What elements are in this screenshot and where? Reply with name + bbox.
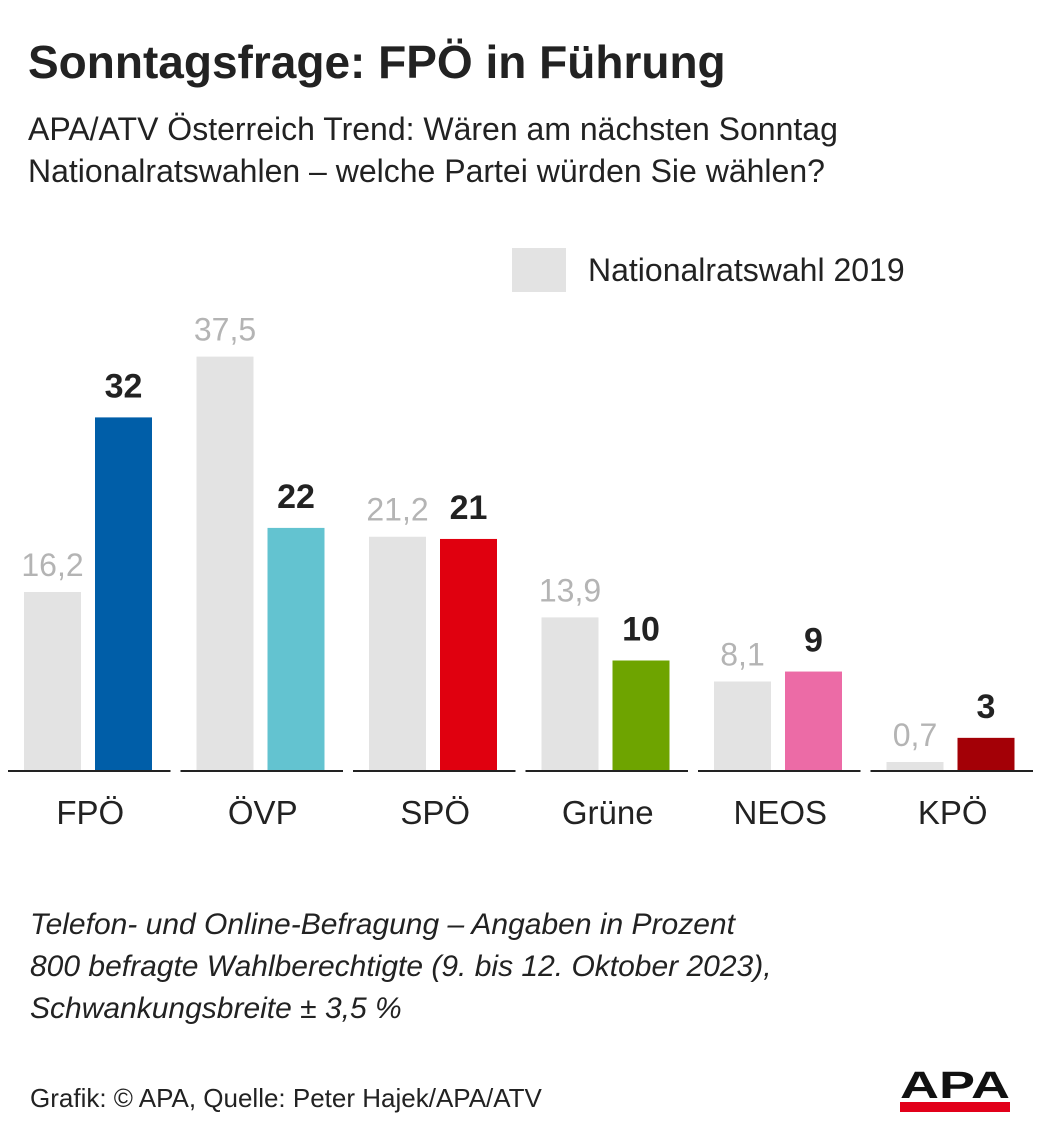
source-credit: Grafik: © APA, Quelle: Peter Hajek/APA/A… [30, 1083, 542, 1113]
chart-title: Sonntagsfrage: FPÖ in Führung [28, 36, 726, 88]
bar-current-kpo [957, 737, 1015, 771]
chart-legend: Nationalratswahl 2019 [512, 248, 905, 292]
category-label-spo: SPÖ [400, 794, 470, 831]
value-label-current-kpo: 3 [977, 688, 996, 726]
value-label-2019-fpo: 16,2 [21, 547, 83, 583]
category-label-kpo: KPÖ [918, 794, 988, 831]
value-label-current-spo: 21 [450, 489, 488, 527]
bar-current-grune [612, 660, 670, 771]
value-label-2019-grune: 13,9 [539, 572, 601, 608]
value-label-2019-spo: 21,2 [366, 492, 428, 528]
bar-current-spo [440, 538, 497, 771]
bar-2019-neos [714, 681, 771, 771]
value-label-2019-neos: 8,1 [720, 636, 764, 672]
category-label-grune: Grüne [562, 794, 654, 831]
legend-swatch-2019 [512, 248, 566, 292]
bar-2019-grune [541, 617, 599, 771]
value-label-2019-ovp: 37,5 [194, 312, 256, 348]
note-line-2: 800 befragte Wahlberechtigte (9. bis 12.… [30, 950, 772, 983]
value-label-current-neos: 9 [804, 622, 823, 660]
category-label-neos: NEOS [733, 794, 827, 831]
value-label-current-ovp: 22 [277, 478, 315, 516]
bar-current-ovp [267, 527, 325, 771]
subtitle-line-1: APA/ATV Österreich Trend: Wären am nächs… [28, 111, 838, 147]
chart-subtitle: APA/ATV Österreich Trend: Wären am nächs… [28, 108, 838, 192]
bar-2019-kpo [886, 762, 944, 771]
category-label-fpo: FPÖ [56, 794, 124, 831]
value-label-current-fpo: 32 [105, 367, 143, 405]
note-line-3: Schwankungsbreite ± 3,5 % [30, 992, 402, 1025]
bar-2019-spo [369, 536, 426, 771]
bar-current-fpo [95, 417, 152, 771]
svg-text:APA: APA [900, 1066, 1010, 1107]
methodology-note: Telefon- und Online-Befragung – Angaben … [30, 904, 772, 1030]
legend-label-2019: Nationalratswahl 2019 [588, 251, 905, 288]
value-label-current-grune: 10 [622, 611, 660, 649]
apa-logo: APA [900, 1066, 1010, 1112]
bar-2019-fpo [24, 591, 81, 771]
subtitle-line-2: Nationalratswahlen – welche Partei würde… [28, 153, 825, 189]
bar-2019-ovp [196, 356, 254, 771]
bar-current-neos [785, 671, 842, 771]
value-label-2019-kpo: 0,7 [893, 717, 937, 753]
note-line-1: Telefon- und Online-Befragung – Angaben … [30, 908, 735, 941]
category-label-ovp: ÖVP [228, 794, 298, 831]
